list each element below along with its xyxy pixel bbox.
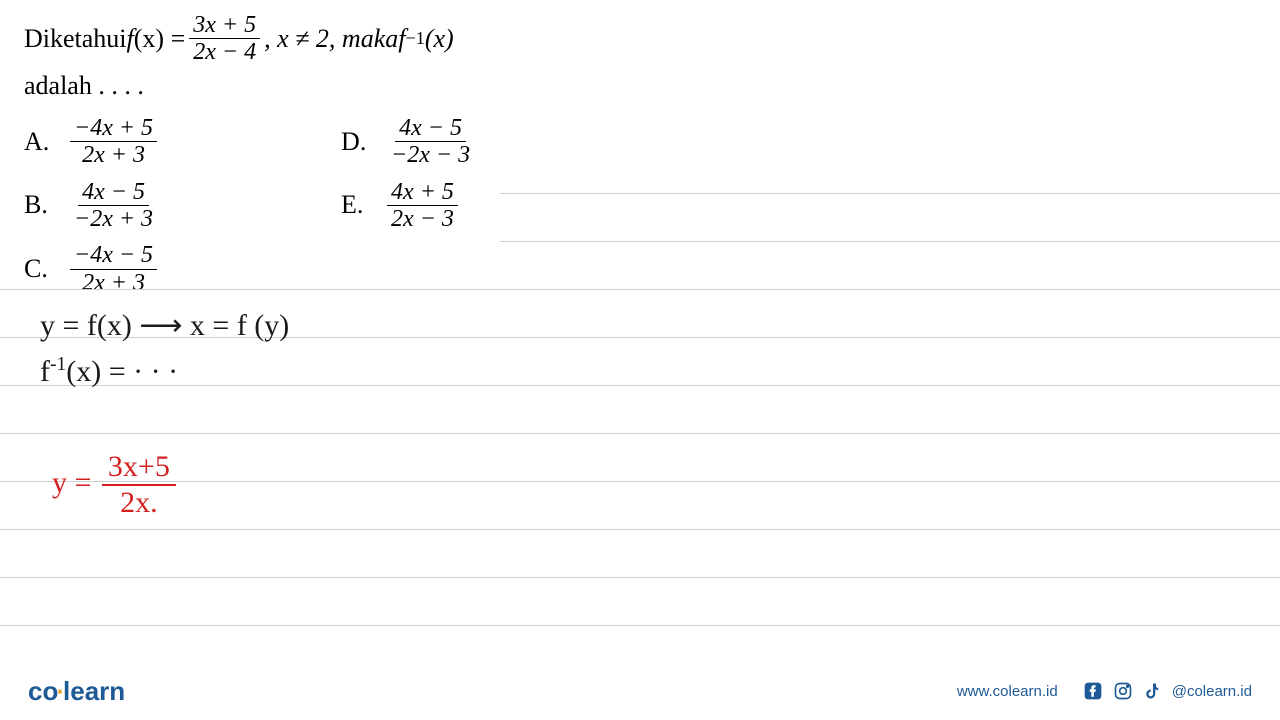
option-c: C. −4x − 5 2x + 3 — [24, 242, 161, 296]
question-prefix: Diketahui — [24, 19, 127, 58]
question-line-2: adalah . . . . — [24, 66, 1256, 105]
option-d-frac: 4x − 5 −2x − 3 — [387, 115, 474, 169]
social-container: @colearn.id — [1082, 680, 1252, 702]
hw-red-prefix: y = — [52, 466, 99, 499]
inv-arg: (x) — [425, 19, 454, 58]
option-column-2: D. 4x − 5 −2x − 3 E. 4x + 5 2x − 3 — [341, 115, 478, 296]
hw-red-frac: 3x+5 2x. — [102, 452, 176, 518]
inv-superscript: −1 — [405, 25, 424, 52]
tiktok-icon — [1142, 680, 1164, 702]
option-label-a: A. — [24, 127, 52, 157]
frac-num: 3x + 5 — [189, 12, 260, 39]
handwriting-black-line2: f-1(x) = · · · — [40, 354, 178, 389]
footer: co·learn www.colearn.id @colearn.id — [0, 662, 1280, 720]
footer-right: www.colearn.id @colearn.id — [957, 680, 1252, 702]
logo-learn: learn — [63, 676, 125, 706]
facebook-icon — [1082, 680, 1104, 702]
question-line-1: Diketahui f (x) = 3x + 5 2x − 4 , x ≠ 2,… — [24, 12, 1256, 66]
question-func-f: f — [127, 19, 134, 58]
logo-co: co — [28, 676, 58, 706]
option-e-frac: 4x + 5 2x − 3 — [387, 179, 458, 233]
option-column-1: A. −4x + 5 2x + 3 B. 4x − 5 −2x + 3 C. −… — [24, 115, 161, 296]
question-fraction: 3x + 5 2x − 4 — [189, 12, 260, 66]
question-mid: , x ≠ 2, maka — [264, 19, 398, 58]
option-a-frac: −4x + 5 2x + 3 — [70, 115, 157, 169]
handwriting-black-line1: y = f(x) ⟶ x = f (y) — [40, 308, 289, 343]
website-text: www.colearn.id — [957, 683, 1058, 700]
option-b: B. 4x − 5 −2x + 3 — [24, 179, 161, 233]
handwriting-red: y = 3x+5 2x. — [52, 452, 179, 518]
social-handle: @colearn.id — [1172, 683, 1252, 700]
frac-den: 2x − 4 — [189, 39, 260, 65]
question-func-arg: (x) = — [134, 19, 185, 58]
inv-func-f: f — [398, 19, 405, 58]
options-container: A. −4x + 5 2x + 3 B. 4x − 5 −2x + 3 C. −… — [24, 115, 1256, 296]
logo: co·learn — [28, 676, 125, 707]
option-label-d: D. — [341, 127, 369, 157]
option-label-b: B. — [24, 190, 52, 220]
option-label-c: C. — [24, 254, 52, 284]
option-c-frac: −4x − 5 2x + 3 — [70, 242, 157, 296]
option-d: D. 4x − 5 −2x − 3 — [341, 115, 478, 169]
option-a: A. −4x + 5 2x + 3 — [24, 115, 161, 169]
instagram-icon — [1112, 680, 1134, 702]
option-label-e: E. — [341, 190, 369, 220]
option-b-frac: 4x − 5 −2x + 3 — [70, 179, 157, 233]
option-e: E. 4x + 5 2x − 3 — [341, 179, 478, 233]
